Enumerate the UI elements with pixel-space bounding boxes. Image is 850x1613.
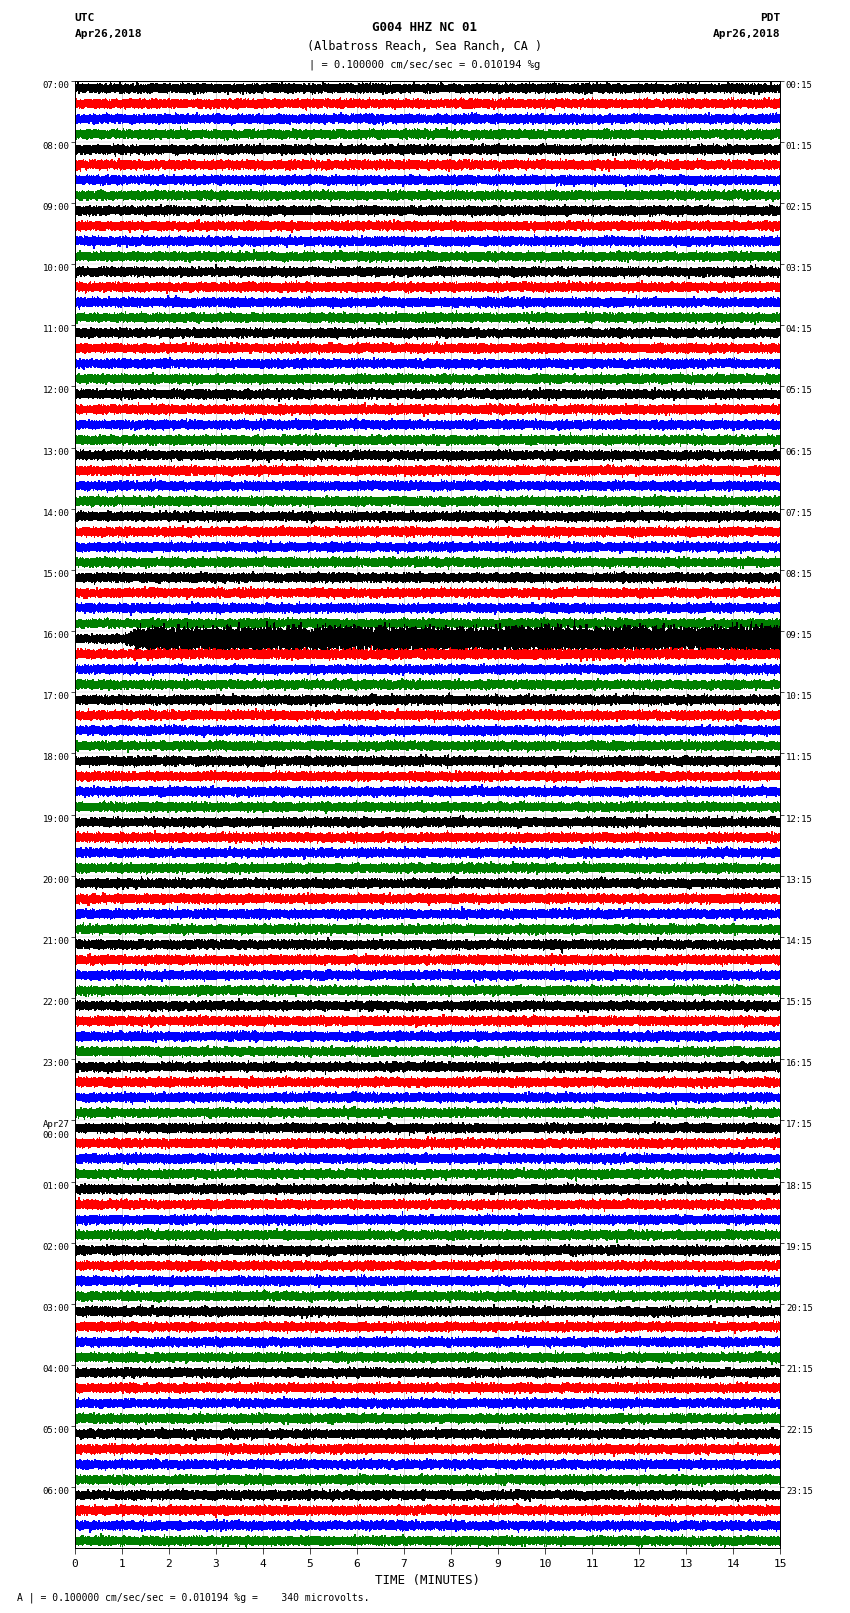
Text: Apr26,2018: Apr26,2018 <box>713 29 780 39</box>
Text: UTC: UTC <box>75 13 95 23</box>
Text: Apr26,2018: Apr26,2018 <box>75 29 142 39</box>
Text: PDT: PDT <box>760 13 780 23</box>
Text: (Albatross Reach, Sea Ranch, CA ): (Albatross Reach, Sea Ranch, CA ) <box>308 40 542 53</box>
Text: A | = 0.100000 cm/sec/sec = 0.010194 %g =    340 microvolts.: A | = 0.100000 cm/sec/sec = 0.010194 %g … <box>17 1592 370 1603</box>
Text: | = 0.100000 cm/sec/sec = 0.010194 %g: | = 0.100000 cm/sec/sec = 0.010194 %g <box>309 60 541 71</box>
X-axis label: TIME (MINUTES): TIME (MINUTES) <box>375 1574 480 1587</box>
Text: G004 HHZ NC 01: G004 HHZ NC 01 <box>372 21 478 34</box>
